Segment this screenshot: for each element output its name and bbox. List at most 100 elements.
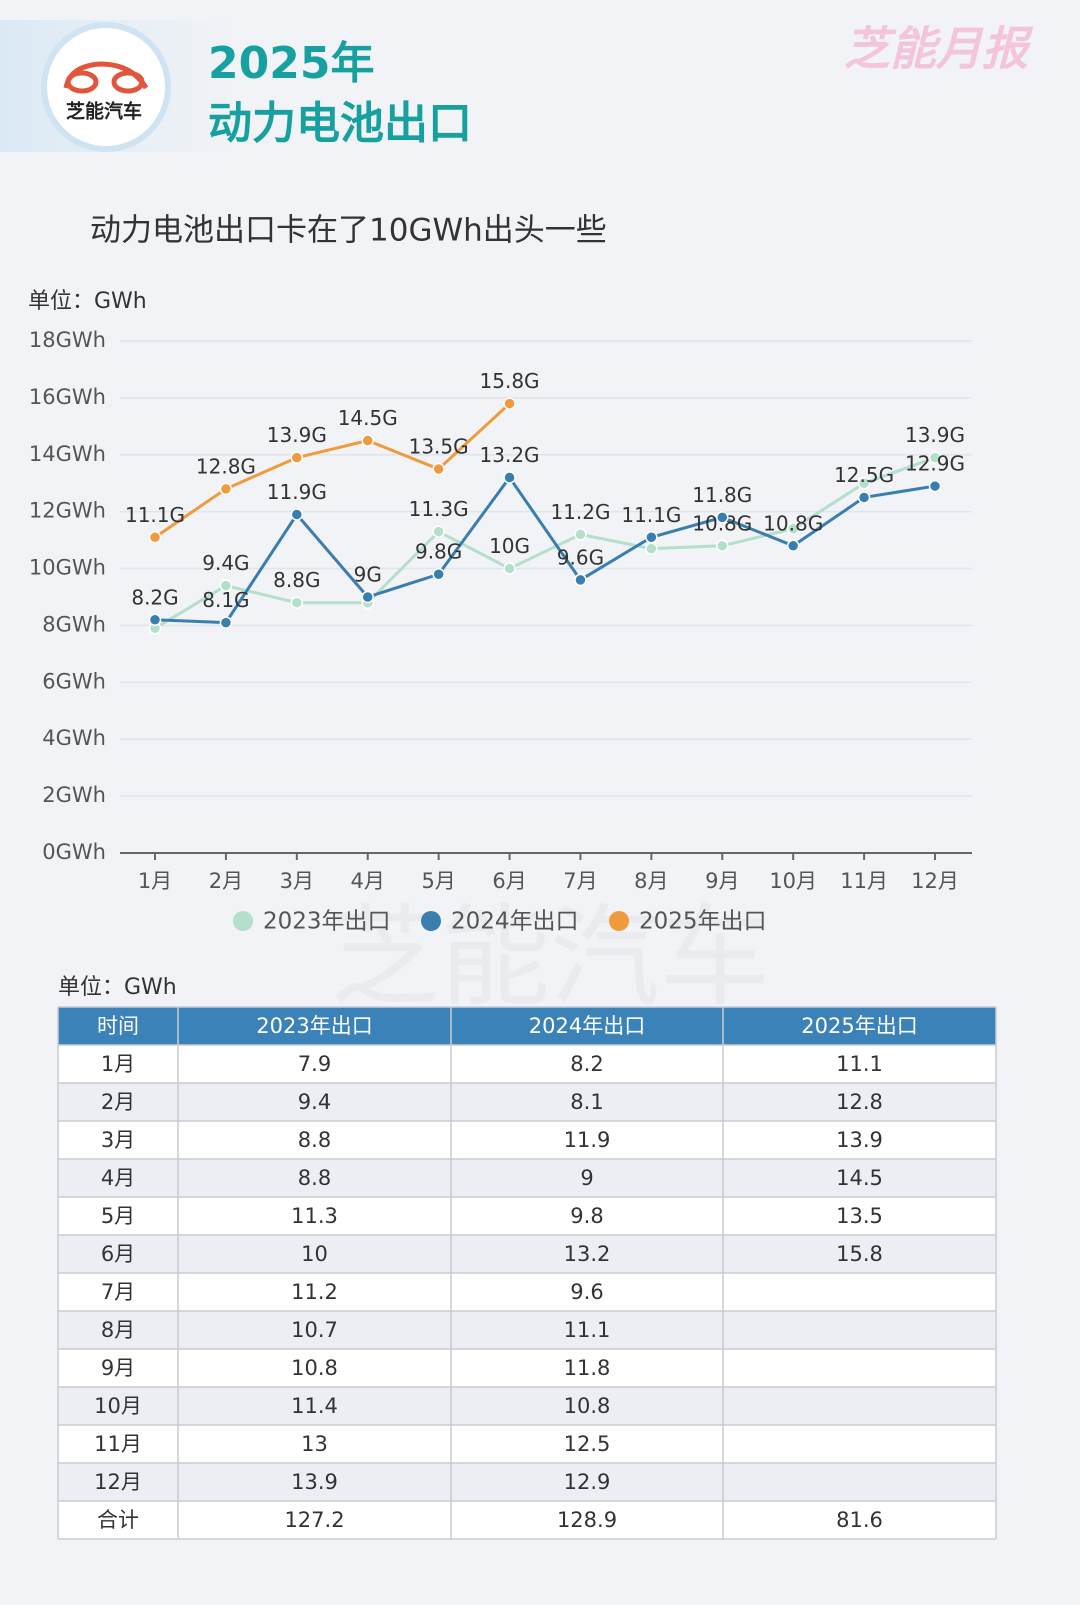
table-cell: 13.9 (291, 1470, 338, 1494)
point (503, 562, 516, 575)
x-tick-label: 7月 (563, 869, 597, 893)
table-row-bg (58, 1425, 996, 1463)
point (786, 522, 800, 535)
table-cell: 8.1 (570, 1090, 603, 1114)
point (361, 434, 374, 447)
header-cell: 2023年出口 (256, 1014, 372, 1038)
point (503, 471, 516, 484)
point (574, 573, 587, 587)
legend-swatch (233, 911, 253, 931)
x-tick-label: 12月 (911, 869, 959, 893)
table-cell: 10 (301, 1242, 328, 1266)
table-row-bg (58, 1197, 996, 1235)
table-cell: 11.1 (836, 1052, 883, 1076)
data-label: 9.8G (415, 540, 462, 564)
point (219, 579, 233, 592)
data-label: 12.9G (905, 452, 965, 476)
table-cell: 9月 (101, 1356, 135, 1380)
data-label: 12.8G (196, 454, 256, 478)
point (716, 511, 729, 524)
y-tick-label: 6GWh (42, 669, 106, 693)
table-cell: 7月 (101, 1280, 135, 1304)
x-tick-label: 3月 (280, 869, 314, 893)
point (290, 451, 304, 464)
table-cell: 13 (301, 1432, 328, 1456)
table-cell: 8.8 (298, 1128, 331, 1152)
point (148, 531, 162, 544)
table-row-bg (58, 1501, 996, 1539)
table-cell: 12月 (94, 1470, 142, 1494)
point (574, 528, 587, 541)
table-cell: 9.8 (570, 1204, 603, 1228)
table-cell: 128.9 (557, 1508, 617, 1532)
y-tick-label: 10GWh (29, 556, 106, 580)
table-cell: 81.6 (836, 1508, 883, 1532)
unit-label: 单位：GWh (58, 975, 177, 1000)
table-cell: 合计 (97, 1508, 139, 1532)
point (857, 476, 871, 490)
logo-text: 芝能汽车 (66, 100, 142, 123)
data-label: 9.4G (202, 551, 249, 575)
table-cell: 13.5 (836, 1204, 883, 1228)
x-tick-label: 11月 (840, 869, 888, 893)
data-label: 11.1G (621, 503, 681, 527)
table-cell: 5月 (101, 1204, 135, 1228)
header-cell: 2024年出口 (529, 1014, 645, 1038)
point (432, 525, 445, 538)
table-cell: 10.8 (564, 1394, 611, 1418)
point (716, 539, 729, 553)
x-tick-label: 1月 (138, 869, 172, 893)
table-cell: 10.8 (291, 1356, 338, 1380)
table-cell: 13.2 (564, 1242, 611, 1266)
data-label: 8.8G (273, 568, 320, 592)
legend-swatch (609, 911, 629, 931)
table-header-bg (58, 1007, 996, 1045)
title-line: 动力电池出口 (208, 98, 472, 149)
table-cell: 15.8 (836, 1242, 883, 1266)
table-cell: 8.8 (298, 1166, 331, 1190)
series-line (154, 402, 511, 539)
table-cell: 8.2 (570, 1052, 603, 1076)
table-cell: 10月 (94, 1394, 142, 1418)
data-label: 11.8G (692, 483, 752, 507)
table-cell: 11.3 (291, 1204, 338, 1228)
chart-title: 动力电池出口卡在了10GWh出头一些 (90, 213, 607, 249)
x-tick-label: 6月 (492, 869, 526, 893)
table-cell: 3月 (101, 1128, 135, 1152)
table-row-bg (58, 1387, 996, 1425)
header-cell: 2025年出口 (801, 1014, 917, 1038)
point (503, 397, 516, 410)
table-cell: 11月 (94, 1432, 142, 1456)
point (361, 590, 374, 604)
table-row-bg (58, 1463, 996, 1501)
data-label: 11.3G (409, 497, 469, 521)
logo-icon (63, 61, 149, 94)
header-cell: 时间 (97, 1014, 139, 1038)
x-tick-label: 2月 (209, 869, 243, 893)
point (432, 462, 445, 476)
point (928, 479, 942, 493)
point (928, 451, 942, 464)
y-tick-label: 8GWh (42, 612, 106, 636)
table-cell: 11.4 (291, 1394, 338, 1418)
point (645, 531, 658, 544)
table-cell: 9.4 (298, 1090, 331, 1114)
data-label: 9G (354, 563, 382, 587)
y-tick-label: 18GWh (29, 328, 106, 352)
data-label: 9.6G (557, 545, 604, 569)
data-label: 14.5G (338, 406, 398, 430)
legend-label: 2025年出口 (639, 909, 767, 935)
data-label: 15.8G (480, 369, 540, 393)
data-label: 11.2G (550, 500, 610, 524)
title-line: 2025年 (208, 38, 374, 89)
table-cell: 11.8 (564, 1356, 611, 1380)
table-cell: 9 (580, 1166, 593, 1190)
watermark: 芝能汽车 (330, 893, 770, 1021)
table-cell: 10.7 (291, 1318, 338, 1342)
table-cell: 7.9 (298, 1052, 331, 1076)
x-tick-label: 5月 (421, 869, 455, 893)
data-label: 13.9G (905, 423, 965, 447)
x-tick-label: 10月 (769, 869, 817, 893)
table: 时间 2023年出口 2024年出口 2025年出口 1月 7.9 8.2 11.1 2月 9.4… (57, 1006, 997, 1540)
